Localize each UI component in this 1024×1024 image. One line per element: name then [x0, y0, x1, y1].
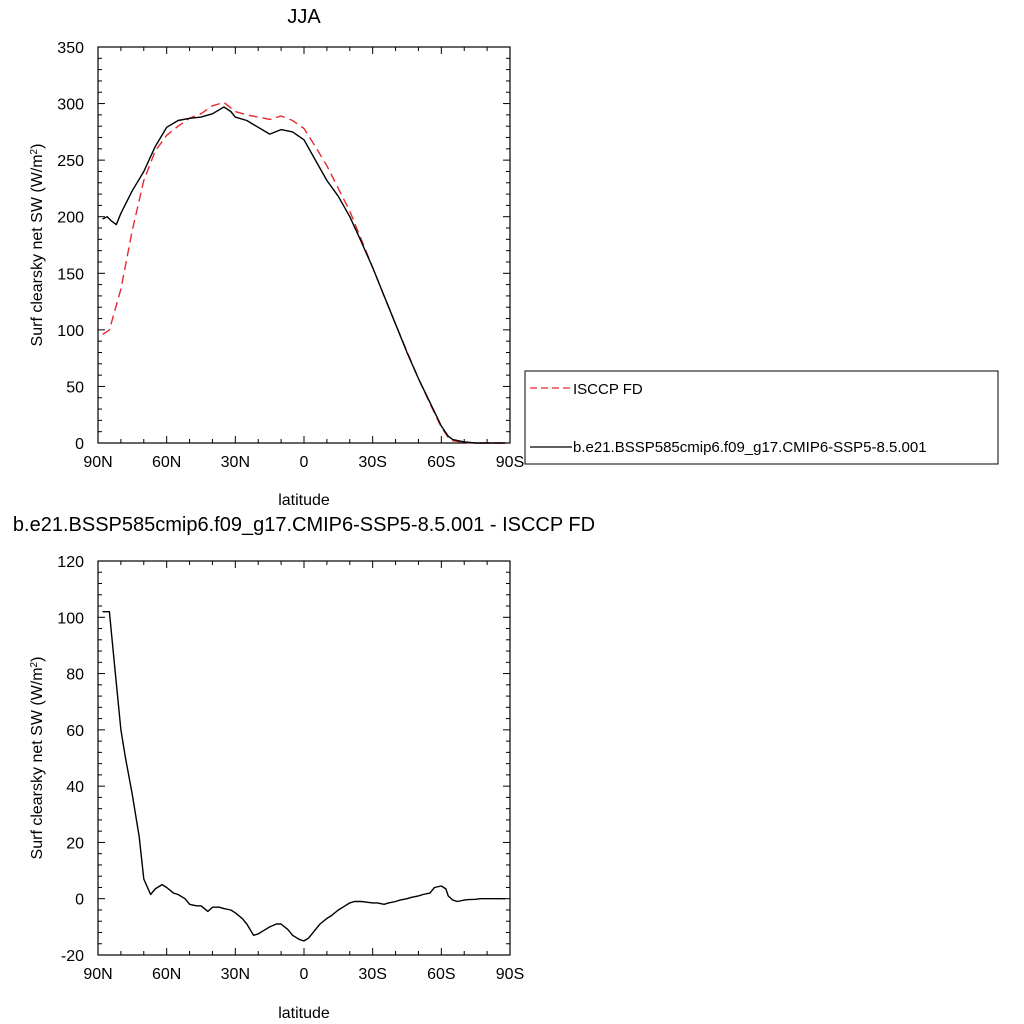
y-tick-label: 0 — [75, 892, 84, 909]
x-tick-label: 0 — [300, 454, 309, 471]
top-x-axis-label: latitude — [278, 492, 330, 509]
y-tick-label: 80 — [66, 667, 84, 684]
x-tick-label: 90S — [496, 966, 524, 983]
y-tick-label: 20 — [66, 835, 84, 852]
x-tick-label: 90N — [83, 966, 112, 983]
y-tick-label: 100 — [57, 323, 84, 340]
y-tick-label: 150 — [57, 266, 84, 283]
top-chart-title: JJA — [287, 6, 321, 28]
top-y-ticks: 0 50 100 150 200 250 300 350 — [57, 40, 510, 453]
bottom-series-line-0 — [102, 611, 506, 942]
y-tick-label: 200 — [57, 210, 84, 227]
top-plot-frame — [97, 46, 511, 444]
y-tick-label: 300 — [57, 97, 84, 114]
bottom-panel: b.e21.BSSP585cmip6.f09_g17.CMIP6-SSP5-8.… — [13, 514, 595, 1022]
x-tick-label: 60S — [427, 454, 455, 471]
legend-box — [524, 370, 999, 465]
top-series-lines — [102, 101, 506, 444]
y-tick-label: 50 — [66, 379, 84, 396]
y-tick-label: 350 — [57, 40, 84, 57]
bottom-chart-title: b.e21.BSSP585cmip6.f09_g17.CMIP6-SSP5-8.… — [13, 514, 595, 536]
top-y-axis-label: Surf clearsky net SW (W/m2) — [29, 144, 47, 347]
y-tick-label: 100 — [57, 610, 84, 627]
x-tick-label: 60S — [427, 966, 455, 983]
y-tick-label: 60 — [66, 723, 84, 740]
x-tick-label: 90N — [83, 454, 112, 471]
x-tick-label: 60N — [152, 454, 181, 471]
x-tick-label: 0 — [300, 966, 309, 983]
top-series-line-1 — [102, 106, 506, 444]
bottom-x-axis-label: latitude — [278, 1005, 330, 1022]
bottom-y-axis-label: Surf clearsky net SW (W/m2) — [29, 657, 47, 860]
legend: ISCCP FD b.e21.BSSP585cmip6.f09_g17.CMIP… — [524, 370, 999, 465]
x-tick-label: 30S — [358, 454, 386, 471]
bottom-series-lines — [102, 611, 506, 942]
bottom-x-ticks: 90N 60N 30N 0 30S 60S 90S — [83, 561, 524, 983]
legend-label-model: b.e21.BSSP585cmip6.f09_g17.CMIP6-SSP5-8.… — [573, 439, 927, 456]
top-series-line-0 — [102, 101, 506, 444]
bottom-y-ticks: -20 0 20 40 60 80 100 120 — [57, 554, 510, 965]
top-x-ticks: 90N 60N 30N 0 30S 60S 90S — [83, 47, 524, 471]
legend-label-isccp: ISCCP FD — [573, 381, 643, 398]
y-tick-label: -20 — [61, 948, 84, 965]
x-tick-label: 30N — [221, 454, 250, 471]
x-tick-label: 90S — [496, 454, 524, 471]
x-tick-label: 60N — [152, 966, 181, 983]
y-tick-label: 0 — [75, 436, 84, 453]
top-panel: JJA 0 50 100 150 200 250 300 350 90N 60N 30N 0 30S 6… — [29, 6, 525, 509]
y-tick-label: 40 — [66, 779, 84, 796]
y-tick-label: 250 — [57, 153, 84, 170]
y-tick-label: 120 — [57, 554, 84, 571]
x-tick-label: 30N — [221, 966, 250, 983]
x-tick-label: 30S — [358, 966, 386, 983]
